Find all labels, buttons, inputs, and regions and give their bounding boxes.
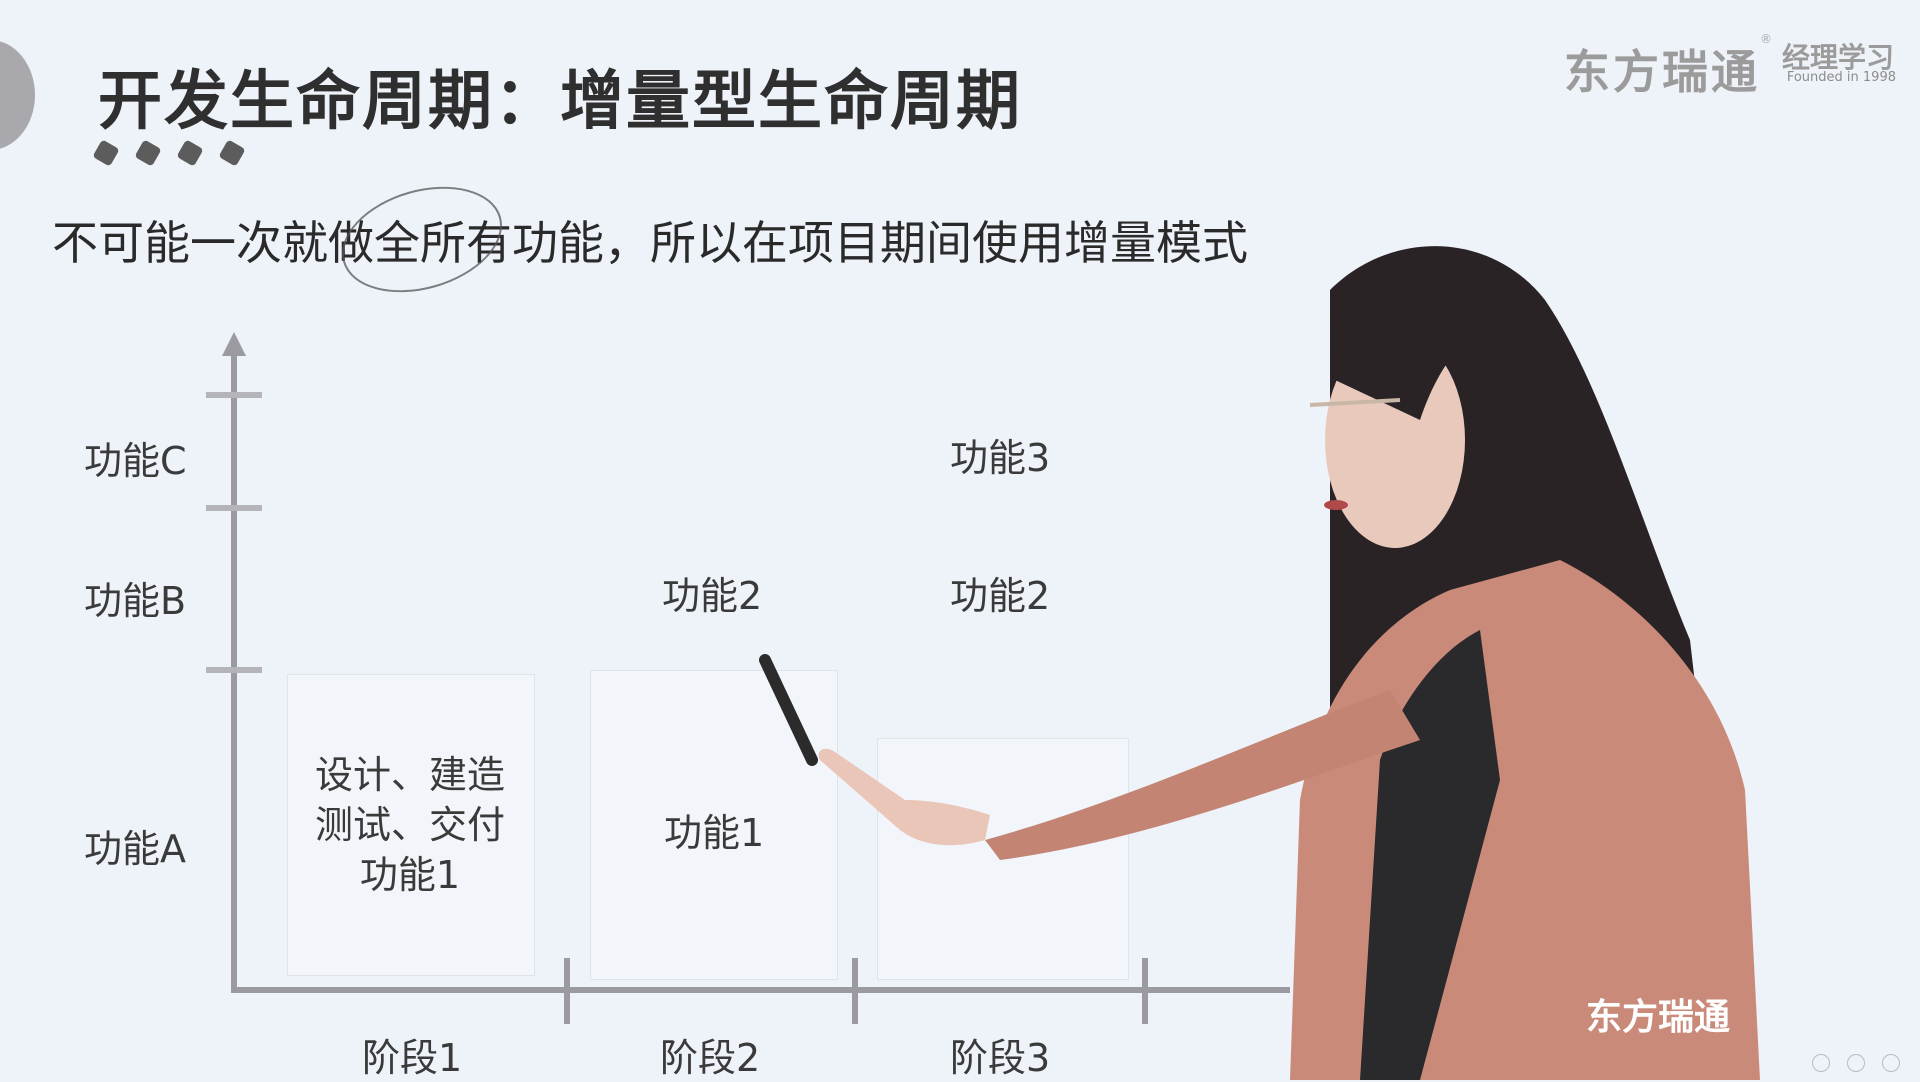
stage2-feature-1: 功能1 [664, 811, 765, 855]
y-label-feature-c: 功能C [84, 439, 187, 483]
brand-logo: 东方瑞通 [1564, 45, 1760, 99]
presenter-lips [1324, 500, 1348, 510]
stage1-box [287, 674, 535, 976]
stage1-line: 测试、交付 [314, 803, 505, 847]
presenter-glasses [1309, 398, 1401, 407]
stage1-line: 功能1 [359, 853, 461, 897]
stage2-feature-2: 功能2 [662, 574, 763, 618]
stage1-line: 设计、建造 [314, 753, 505, 797]
stage3-feature-3: 功能3 [950, 436, 1051, 480]
player-control-icon[interactable] [1882, 1054, 1900, 1072]
registered-mark: ® [1760, 32, 1772, 46]
presenter-hair-front [1330, 270, 1500, 420]
brand-secondary: 经理学习 [1781, 41, 1894, 74]
stage1-box-content: 设计、建造 测试、交付 功能1 [287, 750, 533, 900]
video-watermark: 东方瑞通 [1585, 997, 1730, 1038]
player-control-icon[interactable] [1847, 1054, 1865, 1072]
page-title: 开发生命周期：增量型生命周期 [98, 65, 1022, 139]
x-label-stage-1: 阶段1 [362, 1036, 463, 1080]
presenter-pen [759, 654, 818, 766]
player-control-icon[interactable] [1812, 1054, 1830, 1072]
y-label-feature-a: 功能A [84, 827, 186, 871]
subtitle: 不可能一次就做全所有功能，所以在项目期间使用增量模式 [52, 216, 1248, 270]
y-label-feature-b: 功能B [84, 579, 187, 623]
x-label-stage-3: 阶段3 [950, 1036, 1051, 1080]
brand-founded: Founded in 1998 [1786, 70, 1896, 85]
y-axis-arrow [222, 332, 246, 356]
presenter-arm [985, 690, 1420, 860]
x-label-stage-2: 阶段2 [660, 1036, 761, 1080]
presenter-hand [818, 748, 990, 846]
stage3-feature-2: 功能2 [950, 574, 1051, 618]
